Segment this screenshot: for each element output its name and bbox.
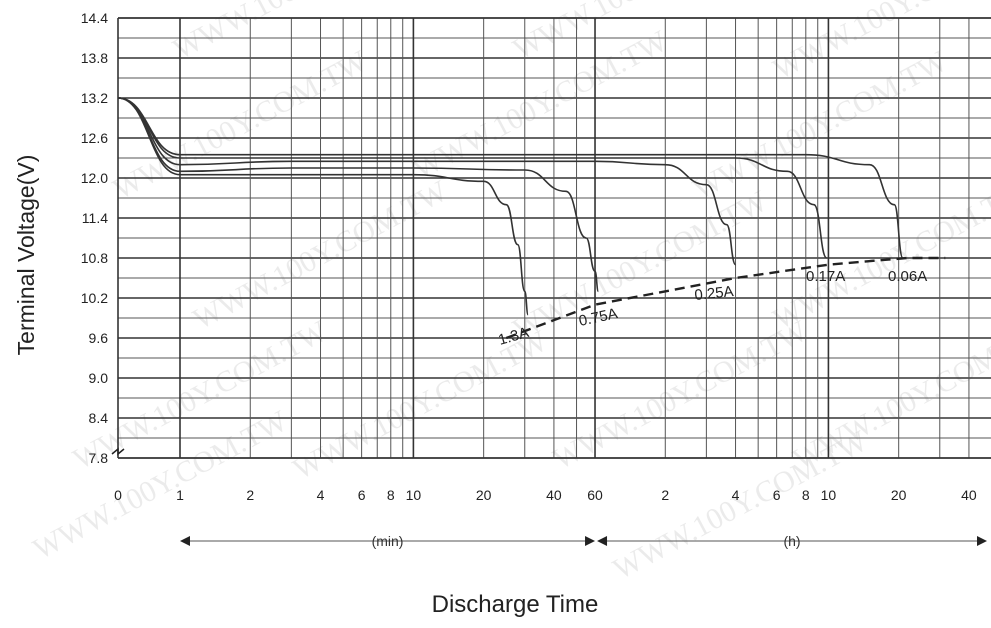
unit-hour-label: (h)	[783, 533, 800, 549]
x-tick-label: 20	[891, 487, 907, 503]
watermark-text: WWW.100Y.COM.TW	[768, 0, 991, 86]
y-tick-label: 13.8	[81, 50, 108, 66]
y-tick-label: 10.8	[81, 250, 108, 266]
discharge-curve-0_17A	[117, 97, 828, 259]
watermark-text: WWW.100Y.COM.TW	[688, 44, 954, 206]
x-tick-label: 60	[587, 487, 603, 503]
discharge-curve-1_3A	[117, 97, 529, 316]
y-tick-label: 14.4	[81, 10, 108, 26]
y-tick-label: 12.0	[81, 170, 108, 186]
x-tick-label: 6	[773, 487, 781, 503]
unit-min-arrow-left-icon	[180, 536, 190, 546]
x-tick-label: 4	[317, 487, 325, 503]
x-tick-label: 8	[802, 487, 810, 503]
y-tick-label: 11.4	[82, 210, 108, 226]
unit-min-arrow-right-icon	[585, 536, 596, 546]
x-tick-label: 10	[821, 487, 837, 503]
x-tick-label: 2	[246, 487, 254, 503]
series-label: 0.17A	[806, 268, 845, 285]
axis-layer: 14.4 13.8 13.2 12.6 12.0 11.4 10.8 10.2 9.6 9.0 8.…	[81, 10, 987, 549]
grid-layer	[117, 17, 991, 459]
x-tick-label: 10	[406, 487, 422, 503]
series-label: 0.06A	[888, 268, 927, 285]
x-tick-label: 20	[476, 487, 492, 503]
discharge-curve-0_25A	[117, 97, 737, 266]
y-tick-label: 13.2	[81, 90, 108, 106]
y-tick-label: 10.2	[81, 290, 108, 306]
x-tick-label: 4	[732, 487, 740, 503]
unit-hour-arrow-right-icon	[977, 536, 987, 546]
y-tick-label: 8.4	[89, 410, 109, 426]
curve-layer	[117, 97, 946, 340]
watermark-text: WWW.100Y.COM.TW	[168, 0, 434, 66]
x-tick-label: 40	[961, 487, 977, 503]
watermark-text: WWW.100Y.COM.TW	[508, 184, 774, 346]
x-tick-label: 1	[176, 487, 184, 503]
y-tick-label: 9.0	[89, 370, 109, 386]
axis-break-icon	[111, 447, 125, 456]
series-label: 0.25A	[694, 283, 735, 304]
unit-min-label: (min)	[372, 533, 404, 549]
watermark-text: WWW.100Y.COM.TW	[608, 424, 874, 586]
y-tick-label: 7.8	[89, 450, 109, 466]
discharge-curve-0_75A	[117, 97, 600, 293]
y-tick-label: 9.6	[89, 330, 109, 346]
x-tick-label: 6	[358, 487, 366, 503]
watermark-text: WWW.100Y.COM.TW	[288, 324, 554, 486]
cutoff-voltage-line	[505, 256, 946, 340]
x-tick-label: 40	[546, 487, 562, 503]
y-axis-title: Terminal Voltage(V)	[13, 155, 39, 356]
x-tick-label: 0	[114, 487, 122, 503]
x-tick-label: 8	[387, 487, 395, 503]
x-tick-label: 2	[661, 487, 669, 503]
x-axis-title: Discharge Time	[432, 591, 599, 618]
y-tick-label: 12.6	[81, 130, 108, 146]
unit-hour-arrow-left-icon	[597, 536, 608, 546]
discharge-curve-0_06A	[117, 97, 904, 259]
